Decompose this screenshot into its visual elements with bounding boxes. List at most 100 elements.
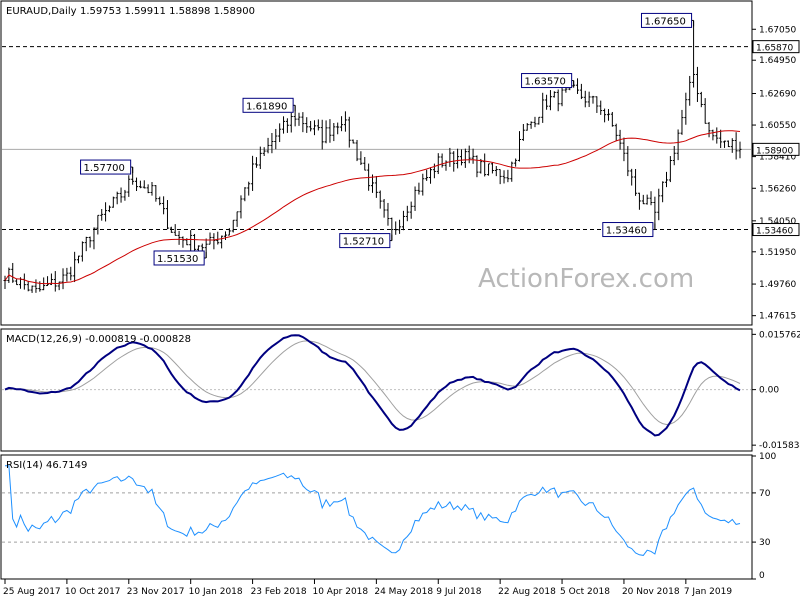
ohlc-bar bbox=[475, 155, 479, 178]
ohlc-bar bbox=[254, 157, 258, 168]
ohlc-bar bbox=[533, 116, 537, 128]
ohlc-bar bbox=[726, 140, 730, 148]
ohlc-bar bbox=[239, 195, 243, 219]
ohlc-bar bbox=[514, 158, 518, 167]
svg-text:1.67650: 1.67650 bbox=[644, 16, 685, 27]
ohlc-bar bbox=[552, 91, 556, 98]
ohlc-bar bbox=[312, 120, 316, 136]
ohlc-bar bbox=[378, 190, 382, 209]
macd-tick-label: -0.015834 bbox=[759, 441, 800, 451]
ohlc-bar bbox=[626, 146, 630, 177]
ohlc-bar bbox=[266, 137, 270, 154]
watermark: ActionForex.com bbox=[478, 264, 694, 294]
ohlc-bar bbox=[405, 205, 409, 222]
svg-text:1.52710: 1.52710 bbox=[343, 237, 384, 248]
x-tick-label: 24 May 2018 bbox=[374, 587, 433, 597]
ohlc-bar bbox=[688, 75, 692, 106]
ohlc-bar bbox=[247, 181, 251, 196]
price-tick-label: 1.58410 bbox=[759, 153, 796, 163]
rsi-layer bbox=[2, 465, 751, 556]
ohlc-bar bbox=[556, 89, 560, 112]
ohlc-bar bbox=[576, 78, 580, 94]
ohlc-bar bbox=[413, 186, 417, 211]
ohlc-bar bbox=[224, 231, 227, 241]
ohlc-bar bbox=[193, 233, 197, 253]
ohlc-bar bbox=[490, 162, 494, 174]
ohlc-bar bbox=[606, 109, 610, 121]
ohlc-bar bbox=[483, 153, 487, 177]
level-price-box: 1.65870 bbox=[752, 40, 800, 54]
ohlc-bar bbox=[332, 122, 336, 142]
price-panel-frame bbox=[0, 0, 753, 326]
price-tick-label: 1.60550 bbox=[759, 121, 796, 131]
ohlc-bar bbox=[305, 117, 309, 133]
ohlc-bar bbox=[297, 112, 301, 126]
ohlc-bar bbox=[541, 92, 545, 123]
ohlc-bar bbox=[30, 285, 34, 293]
svg-text:1.53460: 1.53460 bbox=[756, 227, 793, 237]
ohlc-bar bbox=[61, 268, 65, 290]
price-tick-label: 1.67050 bbox=[759, 25, 796, 35]
ohlc-bar bbox=[22, 273, 26, 290]
ohlc-bar bbox=[715, 127, 719, 144]
ohlc-bar bbox=[274, 128, 278, 150]
price-annotation: 1.63570 bbox=[521, 73, 575, 89]
ohlc-bar bbox=[212, 233, 216, 250]
price-annotation: 1.67650 bbox=[640, 12, 695, 28]
ohlc-bar bbox=[401, 210, 405, 231]
ohlc-bar bbox=[104, 202, 108, 222]
macd-tick-label: 0.00 bbox=[759, 386, 779, 396]
ohlc-bar bbox=[146, 184, 150, 194]
ohlc-bar bbox=[425, 169, 429, 181]
svg-text:1.61890: 1.61890 bbox=[246, 101, 287, 112]
macd-signal-line bbox=[4, 340, 741, 426]
ohlc-bar bbox=[227, 228, 231, 236]
ohlc-bar bbox=[695, 66, 699, 102]
svg-text:1.65870: 1.65870 bbox=[756, 44, 793, 54]
ohlc-bar bbox=[53, 271, 57, 292]
ohlc-bar bbox=[603, 108, 607, 123]
macd-layer bbox=[2, 334, 751, 437]
ohlc-bar bbox=[107, 205, 111, 213]
ohlc-bar bbox=[456, 148, 460, 169]
x-tick-label: 20 Nov 2018 bbox=[622, 587, 680, 597]
ohlc-bar bbox=[595, 96, 599, 113]
ohlc-bar bbox=[723, 140, 727, 148]
ohlc-bar bbox=[154, 185, 158, 202]
ohlc-bar bbox=[719, 129, 723, 149]
rsi-tick-label: 70 bbox=[759, 489, 771, 499]
rsi-tick-label: 100 bbox=[759, 452, 776, 462]
ohlc-bar bbox=[684, 92, 688, 125]
ohlc-bar bbox=[459, 149, 463, 166]
ohlc-bar bbox=[11, 262, 15, 283]
chart-header-ohlc: 1.59753 1.59911 1.58898 1.58900 bbox=[80, 6, 255, 17]
x-tick-label: 22 Aug 2018 bbox=[498, 587, 556, 597]
ohlc-bar bbox=[374, 175, 378, 198]
ohlc-bar bbox=[26, 280, 30, 292]
ohlc-bar bbox=[518, 131, 521, 162]
x-tick-label: 10 Oct 2017 bbox=[65, 587, 121, 597]
ohlc-bar bbox=[498, 169, 502, 185]
ohlc-bar bbox=[111, 196, 115, 208]
ohlc-bar bbox=[208, 232, 212, 245]
ohlc-bar bbox=[463, 148, 467, 168]
ohlc-bar bbox=[394, 221, 398, 235]
ohlc-bar bbox=[521, 124, 525, 141]
ohlc-bar bbox=[641, 194, 645, 205]
ohlc-bar bbox=[599, 100, 603, 115]
ohlc-bar bbox=[135, 177, 139, 191]
ohlc-bar bbox=[672, 145, 676, 166]
ohlc-bar bbox=[355, 139, 359, 162]
ohlc-bar bbox=[84, 236, 88, 252]
ohlc-bar bbox=[115, 191, 119, 205]
price-tick-label: 1.62690 bbox=[759, 90, 796, 100]
ohlc-bar bbox=[73, 251, 77, 283]
chart-header-symbol: EURAUD,Daily bbox=[6, 6, 77, 17]
ohlc-bar bbox=[440, 153, 444, 168]
rsi-line bbox=[5, 465, 741, 556]
ohlc-bar bbox=[634, 168, 638, 196]
ohlc-bar bbox=[637, 192, 641, 210]
svg-text:1.53460: 1.53460 bbox=[606, 226, 647, 237]
ohlc-bar bbox=[487, 163, 491, 176]
ohlc-bar bbox=[216, 231, 220, 245]
